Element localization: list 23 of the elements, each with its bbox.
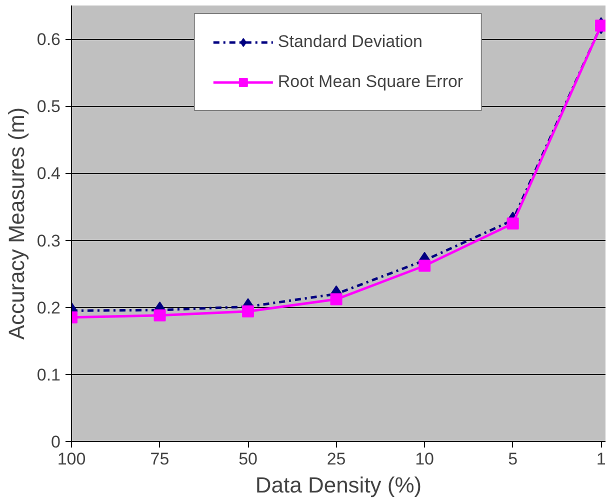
y-tick-label: 0	[51, 432, 61, 452]
point	[242, 305, 254, 318]
point	[506, 218, 519, 230]
x-tick-label: 5	[508, 450, 518, 468]
legend-label: Standard Deviation	[278, 32, 422, 52]
y-tick-label: 0.5	[36, 97, 61, 116]
y-tick-label: 0.3	[36, 231, 61, 250]
y-tick-label: 0.1	[36, 365, 61, 384]
legend-label: Root Mean Square Error	[278, 72, 464, 92]
y-tick-label: 0.4	[36, 164, 61, 184]
x-tick-label: 100	[57, 450, 86, 468]
x-axis-title: Data Density (%)	[255, 472, 422, 498]
x-tick-label: 50	[238, 450, 258, 468]
point	[154, 309, 166, 322]
x-tick-label: 25	[326, 450, 346, 468]
y-tick-label: 0.6	[36, 30, 61, 50]
y-tick-label: 0.2	[36, 298, 61, 318]
y-axis-title: Accuracy Measures (m)	[4, 107, 29, 340]
x-tick-label: 75	[150, 450, 170, 468]
x-tick-label: 1	[596, 450, 606, 468]
x-tick-label: 10	[415, 450, 434, 468]
point	[418, 260, 431, 272]
point	[330, 293, 342, 306]
